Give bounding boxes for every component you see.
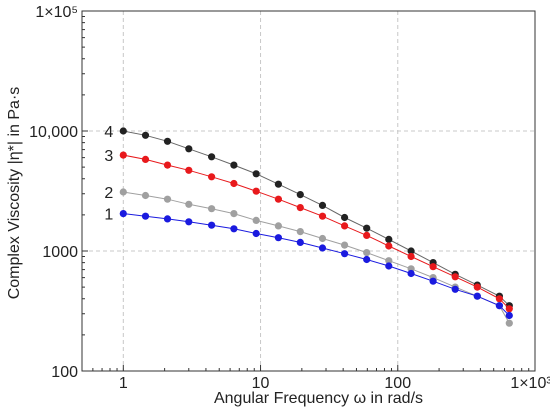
data-point-3 [341, 222, 349, 230]
data-point-4 [185, 145, 193, 153]
series-line-4 [123, 130, 510, 307]
data-point-1 [141, 212, 150, 220]
data-point-3 [318, 212, 327, 220]
data-point-4 [318, 201, 327, 209]
data-point-1 [208, 221, 216, 229]
data-point-3 [296, 204, 304, 212]
data-point-3 [505, 305, 513, 313]
series-label-3: 3 [104, 148, 113, 165]
data-point-3 [252, 187, 260, 195]
x-tick-label: 1 [119, 375, 128, 392]
data-point-2 [318, 234, 327, 243]
data-point-3 [473, 283, 481, 291]
data-point-2 [163, 195, 172, 203]
data-point-2 [185, 200, 193, 208]
data-point-1 [407, 269, 415, 278]
data-point-2 [341, 241, 349, 249]
data-point-4 [385, 235, 393, 243]
data-point-1 [473, 292, 481, 300]
data-point-3 [141, 155, 150, 163]
data-point-1 [429, 277, 437, 285]
axes [81, 10, 536, 372]
data-point-1 [230, 225, 238, 233]
series-1 [119, 210, 513, 320]
x-tick-labels: 1 10 100 1×10³ [119, 375, 550, 392]
series-label-2: 2 [104, 185, 113, 202]
series-line-1 [123, 213, 510, 316]
plot-frame [81, 10, 536, 372]
data-point-4 [296, 191, 304, 199]
data-point-3 [119, 151, 127, 159]
data-point-4 [407, 247, 415, 255]
data-point-2 [208, 205, 216, 213]
x-tick-label: 1×10³ [510, 375, 550, 392]
y-tick-labels: 100 1000 10,000 1×10⁵ [29, 4, 78, 381]
data-point-3 [185, 166, 193, 174]
data-point-1 [341, 250, 349, 258]
data-point-1 [495, 302, 503, 310]
data-point-4 [230, 161, 238, 169]
data-point-3 [407, 252, 415, 261]
series-3 [119, 151, 513, 313]
series-label-1: 1 [104, 207, 113, 224]
data-point-4 [141, 131, 150, 139]
data-point-1 [296, 238, 304, 246]
data-point-3 [495, 295, 503, 303]
data-point-3 [274, 195, 282, 203]
data-point-3 [163, 161, 172, 169]
data-point-1 [119, 210, 127, 218]
x-axis-label: Angular Frequency ω in rad/s [214, 390, 423, 407]
data-point-1 [318, 244, 327, 252]
data-point-3 [230, 179, 238, 188]
y-tick-label: 10,000 [29, 124, 78, 141]
data-point-1 [185, 218, 193, 226]
data-point-3 [429, 263, 437, 271]
data-point-1 [385, 262, 393, 270]
x-tick-label: 100 [384, 375, 411, 392]
data-point-4 [208, 153, 216, 161]
data-point-1 [163, 215, 172, 223]
data-point-2 [119, 188, 127, 196]
data-point-1 [451, 285, 459, 293]
series-labels: 4 3 2 1 [104, 124, 113, 224]
y-axis-label: Complex Viscosity |η*| in Pa·s [6, 87, 23, 300]
data-point-4 [363, 224, 371, 232]
data-point-3 [451, 273, 459, 281]
series-label-4: 4 [104, 124, 113, 141]
y-tick-label: 100 [51, 364, 78, 381]
data-point-2 [505, 319, 513, 327]
data-point-1 [363, 255, 371, 264]
y-tick-label: 1×10⁵ [35, 4, 78, 21]
data-point-3 [363, 231, 371, 239]
data-point-2 [385, 257, 393, 265]
series-group [119, 127, 513, 327]
data-point-4 [274, 180, 282, 188]
data-point-2 [363, 249, 371, 257]
data-point-4 [252, 170, 260, 178]
data-point-2 [230, 210, 238, 218]
data-point-4 [341, 213, 349, 222]
data-point-1 [505, 311, 513, 320]
y-tick-label: 1000 [42, 244, 78, 261]
data-point-3 [385, 242, 393, 250]
data-point-1 [252, 229, 260, 238]
data-point-4 [163, 137, 172, 145]
data-point-1 [274, 234, 282, 242]
series-line-2 [123, 191, 510, 324]
data-point-2 [252, 216, 260, 224]
data-point-4 [119, 127, 127, 135]
data-point-2 [296, 228, 304, 236]
data-point-3 [208, 173, 216, 181]
x-tick-label: 10 [252, 375, 270, 392]
data-point-2 [141, 191, 150, 200]
series-4 [119, 127, 513, 310]
series-2 [119, 188, 513, 327]
grid-lines [82, 11, 535, 371]
data-point-2 [274, 222, 282, 230]
